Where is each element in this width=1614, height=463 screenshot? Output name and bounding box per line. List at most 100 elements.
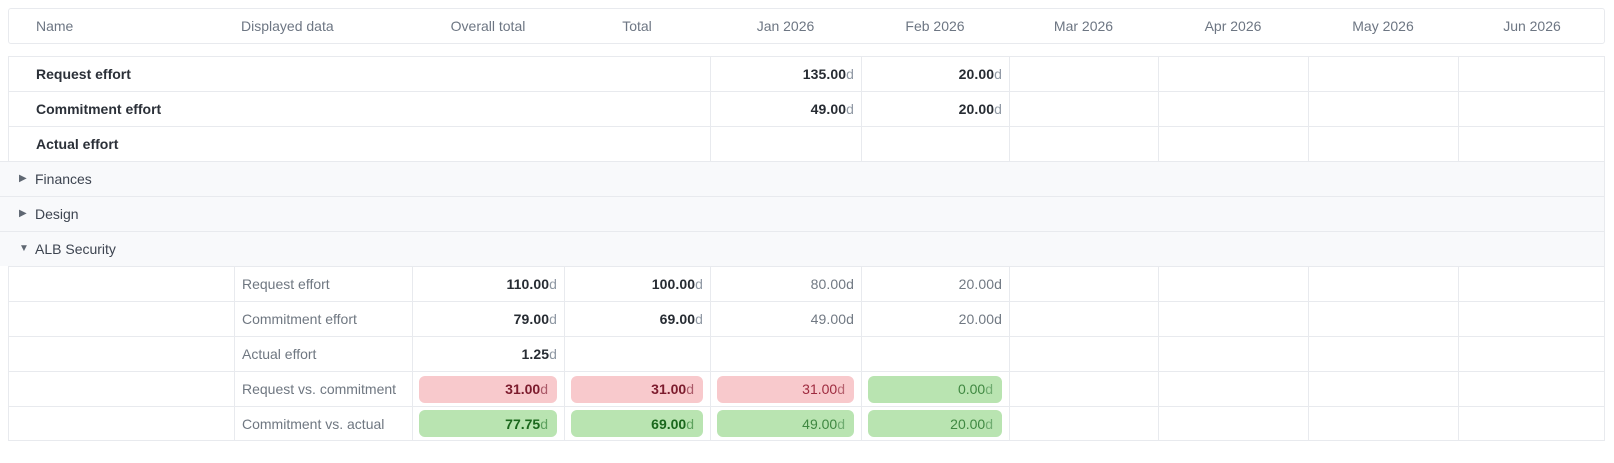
cell-request-effort-feb: 20.00d	[861, 267, 1009, 301]
cell-request-vs-commitment-jan: 31.00 d	[710, 372, 861, 406]
table-row-commitment-vs-actual: Commitment vs. actual 77.75 d 69.00 d 49.00 d 2…	[8, 406, 1605, 441]
cell-displayed-data: Actual effort	[234, 337, 412, 371]
cell-commitment-vs-actual-overall: 77.75 d	[412, 407, 564, 440]
cell-name-commitment-effort: Commitment effort	[9, 92, 710, 126]
value-unit: d	[994, 311, 1002, 327]
value-unit: d	[695, 311, 703, 327]
value: 110.00d	[506, 276, 557, 292]
value-number: 135.00	[802, 66, 847, 82]
cell-request-effort-apr	[1158, 267, 1308, 301]
cell-commitment-vs-actual-may	[1308, 407, 1458, 440]
value-unit: d	[837, 381, 845, 397]
cell-commitment-effort-mar	[1009, 302, 1158, 336]
value-number: 69.00	[659, 311, 696, 327]
value: 79.00d	[514, 311, 557, 327]
caret-right-icon[interactable]: ▶	[19, 173, 27, 184]
cell-displayed-data: Commitment vs. actual	[234, 407, 412, 440]
cell-commitment-effort-may	[1308, 302, 1458, 336]
cell-request-effort-jan: 135.00d	[710, 57, 861, 91]
column-header-overall: Overall total	[412, 9, 564, 43]
table-row-actual-effort: Actual effort 1.25d	[8, 336, 1605, 371]
cell-actual-effort-total	[564, 337, 710, 371]
column-header-label: Overall total	[450, 18, 526, 34]
cell-commitment-vs-actual-total: 69.00 d	[564, 407, 710, 440]
cell-name-empty	[9, 372, 234, 406]
delta-badge-red: 31.00 d	[717, 375, 854, 403]
column-header-label: Name	[36, 18, 74, 34]
value-number: 31.00	[505, 381, 541, 397]
value-number: 69.00	[651, 415, 687, 432]
cell-commitment-vs-actual-jun	[1458, 407, 1606, 440]
cell-displayed-data: Commitment effort	[234, 302, 412, 336]
cell-commitment-vs-actual-feb: 20.00 d	[861, 407, 1009, 440]
cell-request-effort-may	[1308, 267, 1458, 301]
value: 20.00d	[959, 276, 1002, 292]
displayed-data-label: Commitment vs. actual	[242, 415, 385, 432]
cell-request-vs-commitment-feb: 0.00 d	[861, 372, 1009, 406]
displayed-data-label: Commitment effort	[242, 311, 357, 327]
value-unit: d	[540, 381, 548, 397]
value-number: 20.00	[958, 311, 995, 327]
cell-request-effort-mar	[1009, 267, 1158, 301]
value-unit: d	[549, 276, 557, 292]
column-header-jun: Jun 2026	[1458, 9, 1606, 43]
column-header-label: Total	[622, 18, 652, 34]
value-unit: d	[686, 381, 694, 397]
table-row-request-effort: Request effort 135.00d 20.00d	[8, 56, 1605, 91]
cell-name-empty	[9, 302, 234, 336]
column-header-label: Jan 2026	[756, 18, 815, 34]
cell-name-empty	[9, 337, 234, 371]
table-row-commitment-effort: Commitment effort 79.00d 69.00d 49.00d 20.00…	[8, 301, 1605, 336]
column-header-apr: Apr 2026	[1158, 9, 1308, 43]
group-row-label: ALB Security	[35, 241, 116, 257]
cell-actual-effort-feb	[861, 127, 1009, 161]
value: 69.00d	[660, 311, 703, 327]
value-number: 0.00	[957, 381, 986, 397]
cell-request-vs-commitment-may	[1308, 372, 1458, 406]
group-row-alb-security[interactable]: ▼ ALB Security	[0, 231, 1605, 266]
value-unit: d	[837, 415, 845, 432]
cell-commitment-effort-jun	[1458, 302, 1606, 336]
delta-badge-green: 69.00 d	[571, 410, 703, 437]
cell-actual-effort-mar	[1009, 337, 1158, 371]
value-number: 79.00	[513, 311, 550, 327]
value-unit: d	[994, 66, 1002, 82]
cell-request-effort-apr	[1158, 57, 1308, 91]
cell-commitment-effort-feb: 20.00d	[861, 302, 1009, 336]
value-number: 20.00	[958, 66, 995, 82]
cell-commitment-effort-may	[1308, 92, 1458, 126]
group-row-design[interactable]: ▶ Design	[0, 196, 1605, 231]
cell-name-empty	[9, 267, 234, 301]
cell-displayed-data: Request effort	[234, 267, 412, 301]
cell-request-vs-commitment-jun	[1458, 372, 1606, 406]
cell-actual-effort-apr	[1158, 127, 1308, 161]
column-header-label: Apr 2026	[1204, 18, 1262, 34]
table-row-request-vs-commitment: Request vs. commitment 31.00 d 31.00 d 31.00 d…	[8, 371, 1605, 406]
cell-request-effort-mar	[1009, 57, 1158, 91]
value: 20.00d	[959, 66, 1002, 82]
cell-request-effort-jan: 80.00d	[710, 267, 861, 301]
caret-down-icon[interactable]: ▼	[19, 243, 29, 254]
value-unit: d	[549, 311, 557, 327]
value: 20.00d	[959, 311, 1002, 327]
value-number: 20.00	[958, 101, 995, 117]
group-row-finances[interactable]: ▶ Finances	[0, 161, 1605, 196]
cell-request-effort-overall: 110.00d	[412, 267, 564, 301]
caret-right-icon[interactable]: ▶	[19, 208, 27, 219]
cell-commitment-vs-actual-mar	[1009, 407, 1158, 440]
column-header-label: Mar 2026	[1053, 18, 1114, 34]
column-header-displayed: Displayed data	[234, 9, 412, 43]
cell-actual-effort-may	[1308, 127, 1458, 161]
value-unit: d	[846, 276, 854, 292]
cell-commitment-effort-jun	[1458, 92, 1606, 126]
value: 49.00d	[811, 101, 854, 117]
cell-actual-effort-jun	[1458, 127, 1606, 161]
row-label: Commitment effort	[36, 101, 162, 117]
cell-actual-effort-apr	[1158, 337, 1308, 371]
cell-commitment-effort-feb: 20.00d	[861, 92, 1009, 126]
value-unit: d	[985, 381, 993, 397]
value: 135.00d	[803, 66, 854, 82]
column-header-label: Jun 2026	[1503, 18, 1561, 34]
cell-actual-effort-feb	[861, 337, 1009, 371]
